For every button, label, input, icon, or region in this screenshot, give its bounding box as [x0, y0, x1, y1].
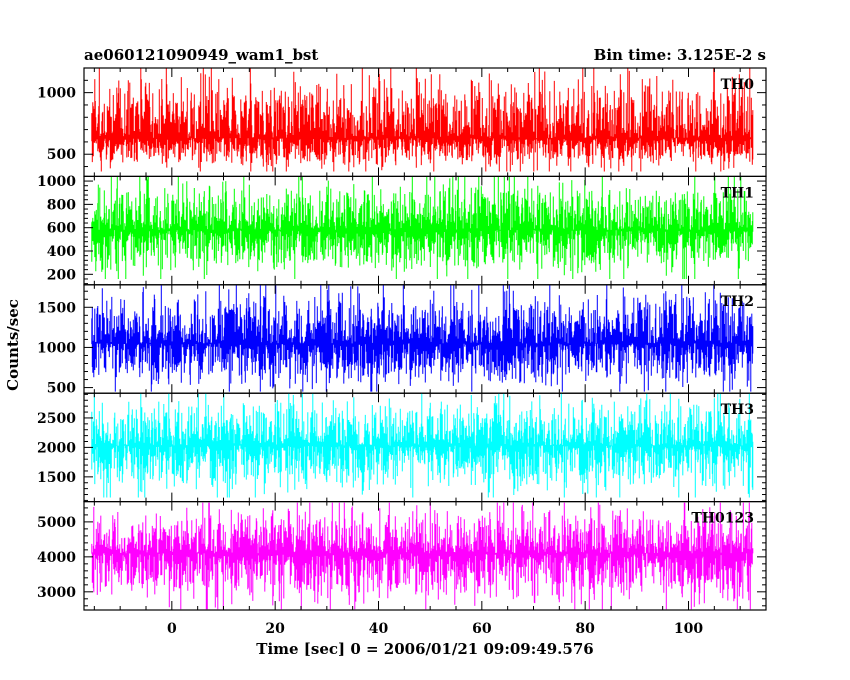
y-tick-label: 4000	[37, 550, 76, 566]
series-line-th0	[91, 68, 754, 172]
y-tick-label: 1000	[37, 340, 76, 356]
y-tick-label: 1000	[37, 86, 76, 102]
x-tick-label: 0	[167, 621, 177, 637]
panel-label-th3: TH3	[721, 402, 754, 418]
y-tick-label: 2500	[37, 411, 76, 427]
x-axis: 0 20 40 60 80 100	[167, 621, 703, 637]
y-tick-label: 400	[47, 244, 76, 260]
series-line-th3	[91, 393, 754, 498]
x-tick-label: 40	[369, 621, 389, 637]
series-line-th0123	[91, 502, 754, 610]
series-line-th1	[91, 176, 754, 279]
y-tick-label: 500	[47, 147, 76, 163]
x-tick-label: 100	[674, 621, 703, 637]
panel-th3: 1500 2000 2500 TH3	[37, 392, 767, 503]
x-tick-label: 60	[472, 621, 492, 637]
panel-label-th0123: TH0123	[691, 511, 754, 527]
x-tick-label: 80	[575, 621, 595, 637]
y-axis-label: Counts/sec	[4, 299, 22, 391]
panel-frame	[83, 501, 767, 611]
y-tick-label: 1000	[37, 174, 76, 190]
series-line-th2	[91, 284, 754, 392]
panel-label-th0: TH0	[721, 77, 755, 93]
panel-th2: 500 1000 1500 TH2	[37, 284, 767, 397]
y-tick-label: 3000	[37, 585, 76, 601]
bin-time-label: Bin time: 3.125E-2 s	[594, 46, 766, 64]
y-tick-label: 500	[47, 381, 76, 397]
chart-title: ae060121090949_wam1_bst	[84, 46, 318, 64]
panels-group: 500 1000 TH0 200 400 600 800 1000 TH1 500 1000 1500…	[37, 67, 767, 611]
panel-label-th2: TH2	[721, 294, 754, 310]
y-tick-label: 2000	[37, 440, 76, 456]
panel-th0: 500 1000 TH0	[37, 67, 767, 178]
y-tick-label: 200	[47, 267, 76, 283]
y-tick-label: 1500	[37, 470, 76, 486]
y-tick-label: 1500	[37, 300, 76, 316]
y-tick-label: 600	[47, 221, 76, 237]
panel-th1: 200 400 600 800 1000 TH1	[37, 174, 767, 286]
panel-th0123: 3000 4000 5000 TH0123	[37, 501, 767, 611]
panel-label-th1: TH1	[721, 185, 754, 201]
x-axis-label: Time [sec] 0 = 2006/01/21 09:09:49.576	[256, 640, 593, 658]
y-tick-label: 800	[47, 197, 76, 213]
x-tick-label: 20	[265, 621, 285, 637]
y-tick-label: 5000	[37, 515, 76, 531]
